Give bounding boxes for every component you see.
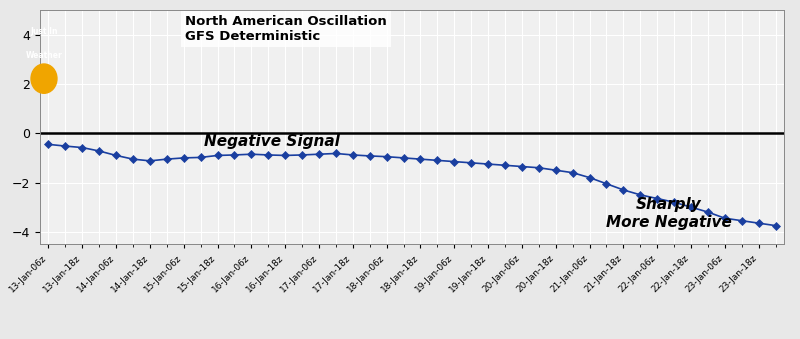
- Text: North American Oscillation
GFS Deterministic: North American Oscillation GFS Determini…: [185, 15, 387, 43]
- Text: Just In: Just In: [30, 27, 58, 36]
- Text: Negative Signal: Negative Signal: [204, 134, 339, 149]
- Circle shape: [31, 64, 57, 93]
- Text: Weather: Weather: [26, 51, 62, 60]
- Text: Sharply
More Negative: Sharply More Negative: [606, 198, 732, 230]
